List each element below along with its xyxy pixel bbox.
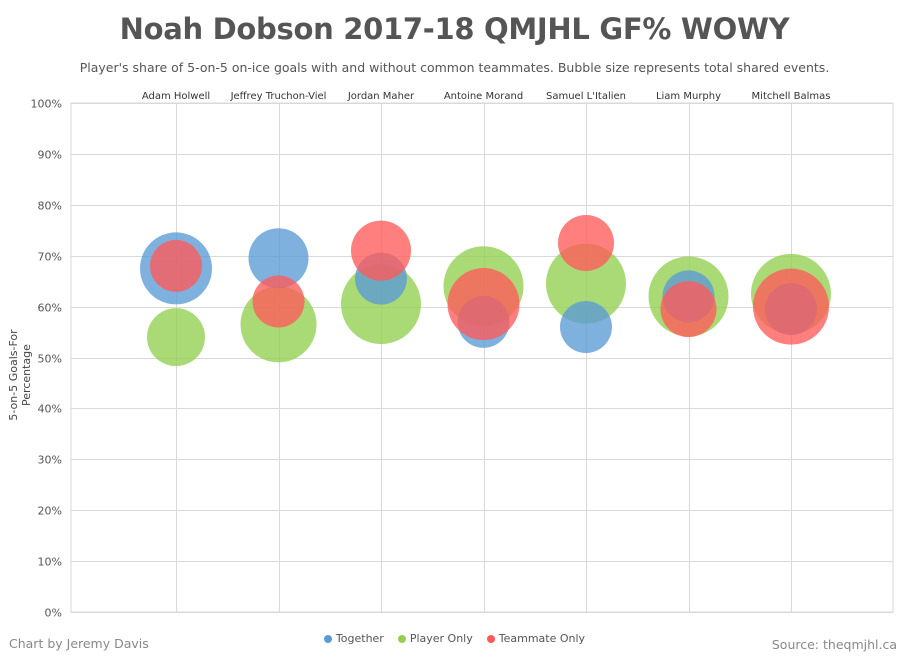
legend-label: Teammate Only <box>498 632 586 645</box>
category-label: Jordan Maher <box>347 91 415 102</box>
category-label: Adam Holwell <box>142 91 210 102</box>
bubble-together <box>248 228 309 289</box>
legend-label: Player Only <box>409 632 473 645</box>
y-tick-label: 70% <box>38 251 62 264</box>
legend-swatch-icon <box>323 634 332 643</box>
bubble-player-only <box>147 308 205 367</box>
y-tick-label: 50% <box>38 353 62 366</box>
bubble-teammate-only <box>558 214 614 271</box>
bubble-teammate-only <box>351 220 411 281</box>
bubble-teammate-only <box>447 268 520 341</box>
chart-subtitle: Player's share of 5-on-5 on-ice goals wi… <box>79 60 830 75</box>
y-tick-label: 90% <box>38 149 62 162</box>
chart-credit: Chart by Jeremy Davis <box>9 636 149 651</box>
y-tick-label: 0% <box>45 607 62 620</box>
bubble-player-only <box>546 243 626 324</box>
y-axis-title: 5-on-5 Goals-For Percentage <box>7 329 33 421</box>
legend-item-teammate-only: Teammate Only <box>486 632 586 645</box>
y-tick-label: 20% <box>38 505 62 518</box>
legend-label: Together <box>335 632 384 645</box>
category-label: Jeffrey Truchon-Viel <box>230 91 327 102</box>
y-tick-label: 10% <box>38 556 62 569</box>
chart-source: Source: theqmjhl.ca <box>771 637 897 652</box>
category-label: Mitchell Balmas <box>752 91 831 102</box>
chart-title: Noah Dobson 2017-18 QMJHL GF% WOWY <box>119 12 790 46</box>
legend-swatch-icon <box>486 634 495 643</box>
bubble-teammate-only <box>252 275 305 328</box>
y-tick-label: 100% <box>31 98 62 111</box>
legend-item-player-only: Player Only <box>397 632 473 645</box>
legend-swatch-icon <box>397 634 406 643</box>
bubble-teammate-only <box>753 268 829 345</box>
y-tick-label: 80% <box>38 200 62 213</box>
y-tick-label: 30% <box>38 454 62 467</box>
bubble-teammate-only <box>660 281 717 338</box>
y-tick-label: 60% <box>38 302 62 315</box>
category-label: Antoine Morand <box>444 91 523 102</box>
category-label: Liam Murphy <box>656 91 721 102</box>
legend-item-together: Together <box>323 632 384 645</box>
y-tick-label: 40% <box>38 403 62 416</box>
bubble-together <box>560 300 612 353</box>
category-label: Samuel L'Italien <box>546 91 626 102</box>
bubble-teammate-only <box>150 239 202 292</box>
chart-legend: Together Player Only Teammate Only <box>0 632 909 645</box>
